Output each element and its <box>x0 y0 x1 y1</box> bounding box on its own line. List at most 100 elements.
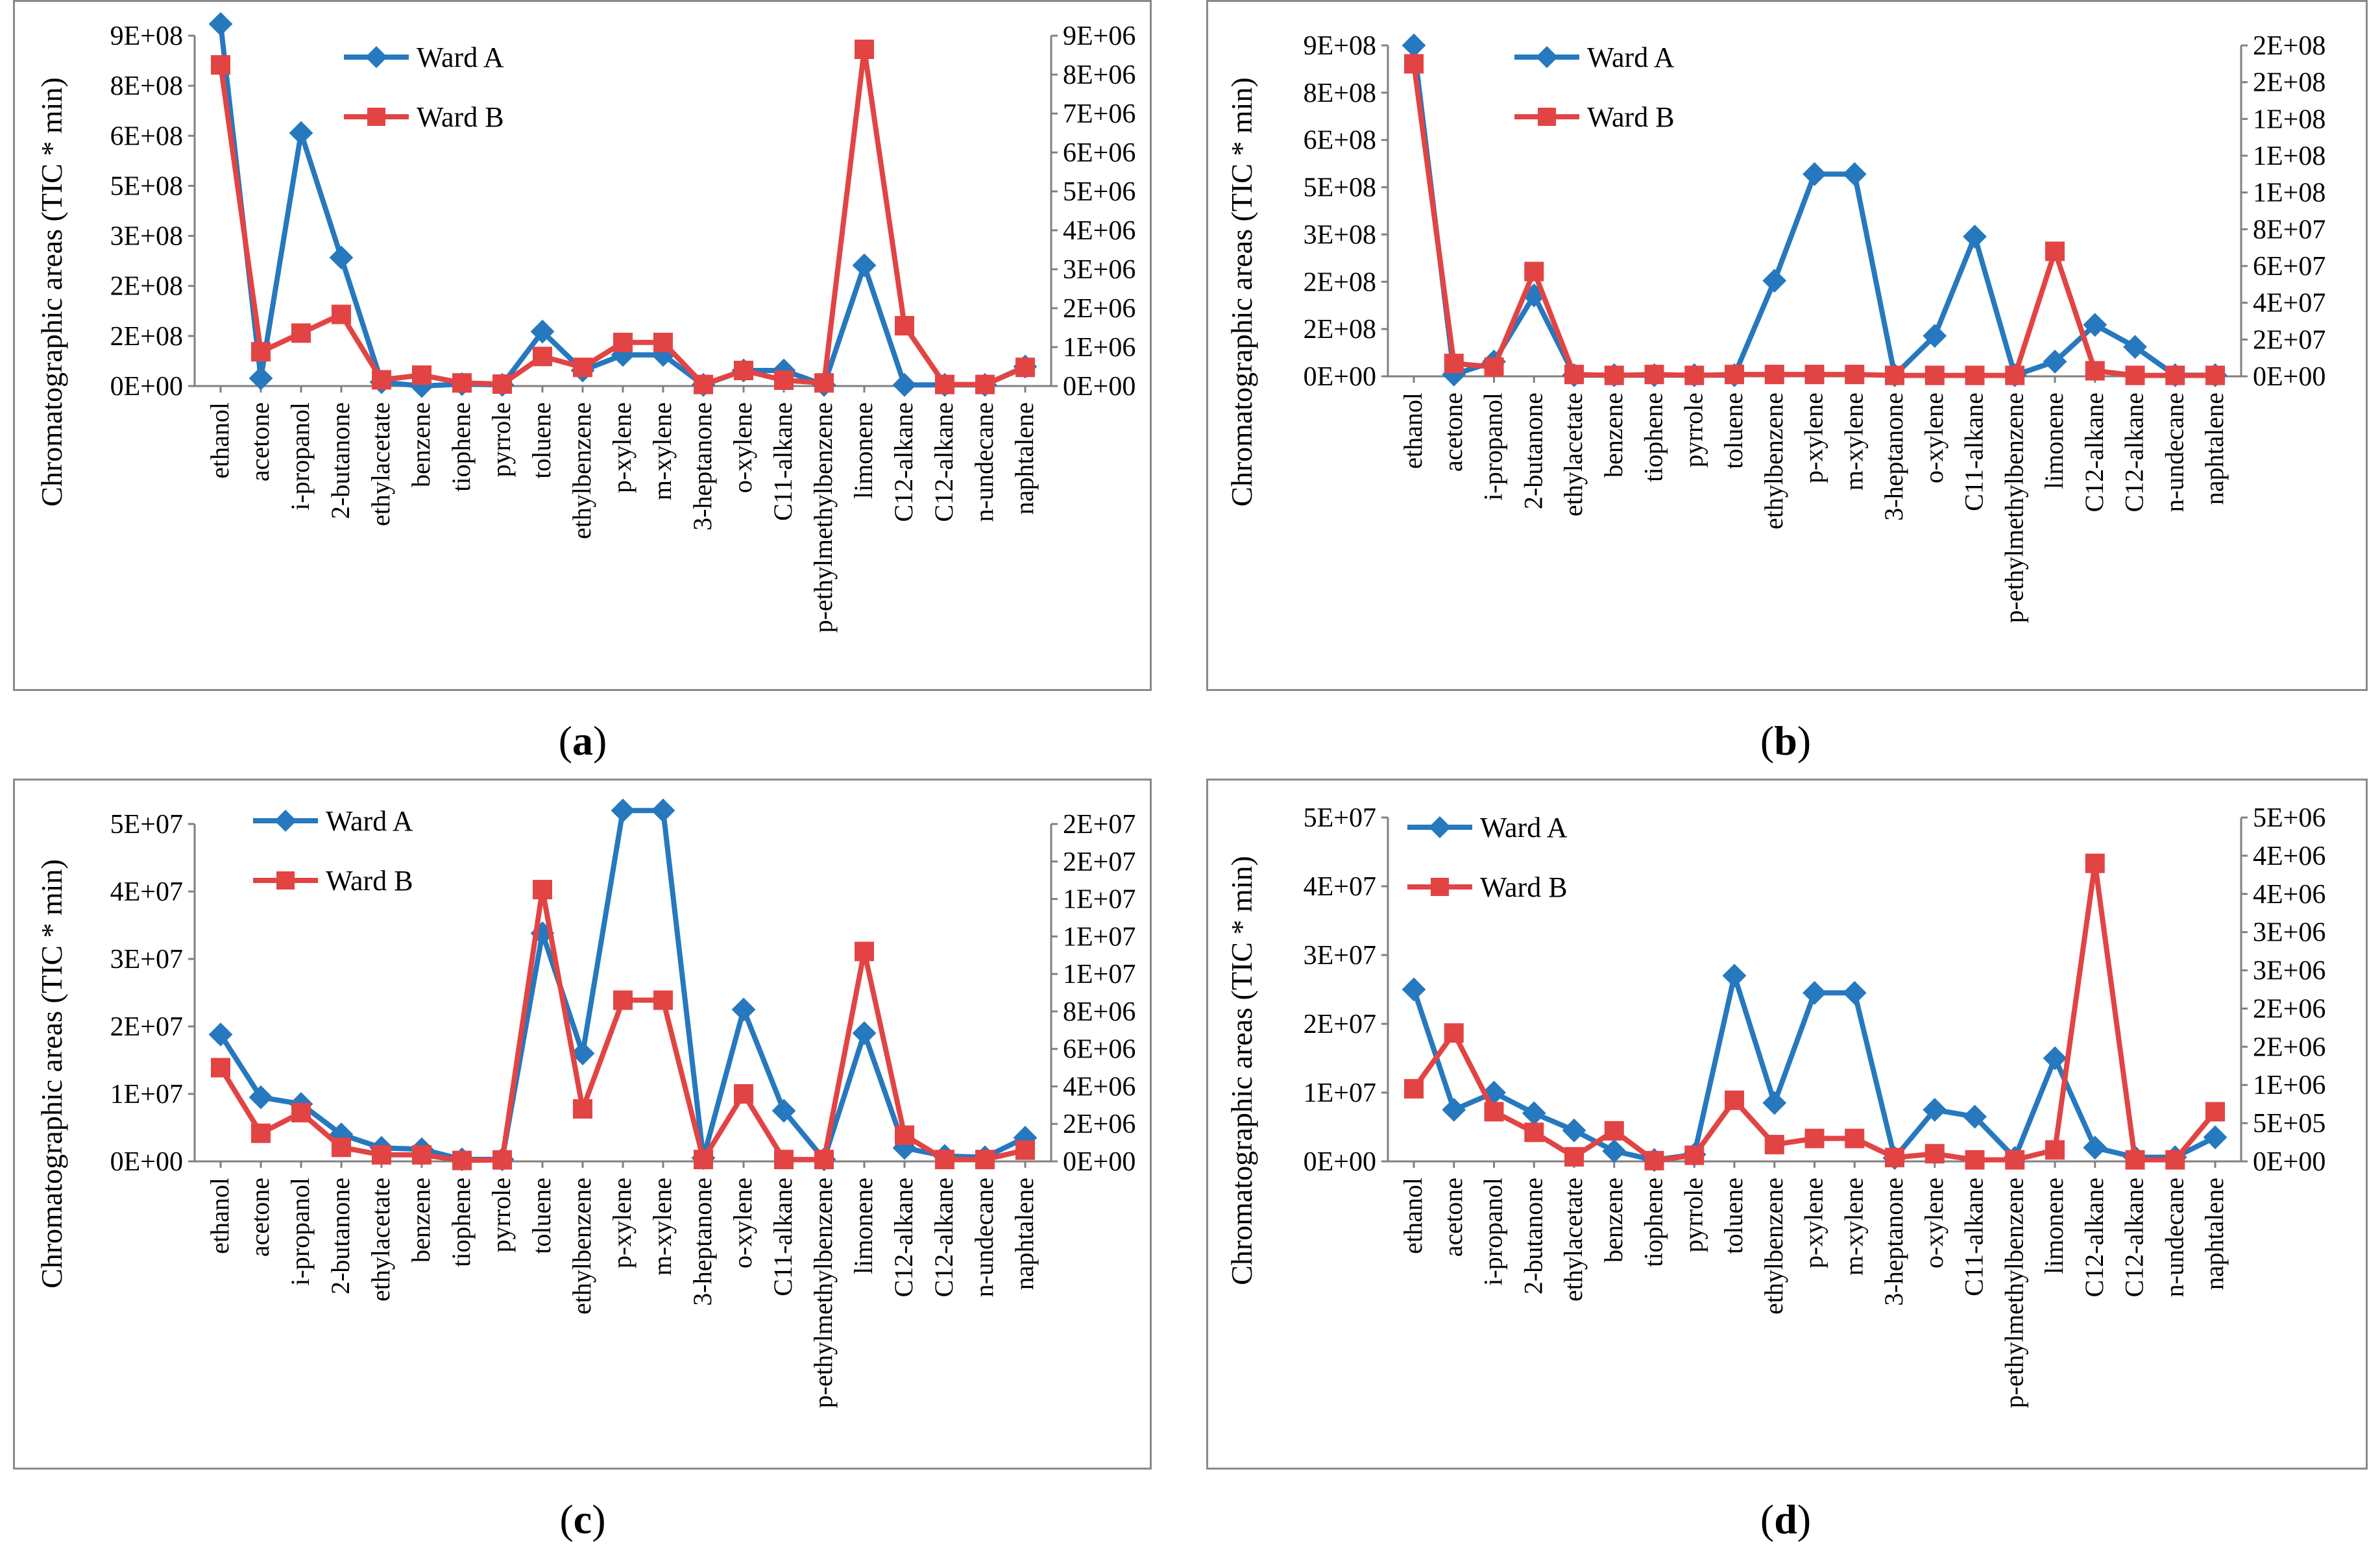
panel-d: 0E+00 1E+07 2E+07 3E+07 4E+07 5E+07 0E+00 5E+05… <box>1190 779 2380 1563</box>
category-label: n-undecane <box>2159 1178 2189 1297</box>
category-label: o-xylene <box>728 402 757 493</box>
left-tick-label: 2E+08 <box>110 272 183 302</box>
left-tick-label: 4E+07 <box>110 877 183 907</box>
legend-label: Ward B <box>326 865 413 897</box>
right-tick-label: 1E+07 <box>1063 885 1135 915</box>
legend-marker-ward-a <box>1536 46 1558 68</box>
category-label: 2-butanone <box>1518 393 1548 509</box>
left-tick-label: 3E+07 <box>1304 941 1376 971</box>
ward-a-point <box>2043 349 2067 374</box>
category-label: m-xylene <box>648 402 677 500</box>
category-label: ethylbenzene <box>1759 393 1788 529</box>
ward-b-point <box>1764 1135 1784 1155</box>
category-label: 3-heptanone <box>1879 393 1908 521</box>
ward-a-point <box>1762 269 1787 293</box>
left-tick-label: 8E+08 <box>1304 79 1376 108</box>
right-tick-label: 5E+06 <box>2253 803 2325 833</box>
ward-a-point <box>208 1023 233 1047</box>
ward-b-point <box>734 361 753 380</box>
ward-a-point <box>1842 162 1867 186</box>
chart-frame-b <box>1206 0 2368 691</box>
ward-a-point <box>611 798 635 823</box>
ward-b-point <box>2045 241 2065 261</box>
ward-a-point <box>208 12 233 36</box>
ward-b-point <box>855 40 874 59</box>
legend-label: Ward A <box>417 42 504 73</box>
ward-b-point <box>1015 1140 1035 1160</box>
ward-a-point <box>651 798 675 823</box>
right-tick-label: 8E+06 <box>1063 997 1135 1027</box>
ward-b-point <box>855 941 874 962</box>
ward-a-point <box>570 1041 595 1066</box>
right-tick-label: 0E+00 <box>1063 372 1135 402</box>
ward-b-point <box>492 1150 512 1170</box>
ward-b-point <box>814 1150 834 1170</box>
category-label: tiophene <box>1639 1178 1668 1267</box>
ward-b-point <box>533 346 552 367</box>
ward-b-point <box>613 332 633 352</box>
ward-b-point <box>2165 365 2185 385</box>
ward-b-point <box>1404 1079 1424 1099</box>
category-label: ethylbenzene <box>1759 1178 1788 1315</box>
left-tick-label: 4E+07 <box>1304 872 1376 902</box>
ward-b-point <box>734 1084 753 1104</box>
ward-b-point <box>2205 365 2225 385</box>
right-tick-label: 1E+07 <box>1063 922 1135 952</box>
category-label: C12-alkane <box>929 1178 958 1297</box>
ward-a-point <box>1923 324 1947 348</box>
ward-b-point <box>935 1150 954 1170</box>
category-label: acetone <box>1439 1178 1468 1257</box>
ward-b-point <box>2005 1150 2025 1170</box>
category-label: ethylacetate <box>366 1178 395 1302</box>
ward-b-point <box>1484 1102 1504 1122</box>
series-line-ward-a <box>218 808 1026 1162</box>
left-tick-label: 3E+07 <box>110 945 183 975</box>
ward-a-point <box>1602 1139 1627 1163</box>
left-tick-label: 5E+08 <box>110 171 183 201</box>
right-tick-label: 2E+08 <box>2253 68 2325 98</box>
ward-b-point <box>694 374 713 394</box>
left-tick-label: 6E+08 <box>110 121 183 151</box>
left-tick-label: 0E+00 <box>110 372 183 402</box>
right-tick-label: 2E+06 <box>1063 294 1135 324</box>
right-tick-label: 2E+07 <box>2253 325 2325 355</box>
category-label: p-ethylmethylbenzene <box>808 402 838 633</box>
category-label: C11-alkane <box>768 402 797 521</box>
category-label: ethanol <box>205 402 234 479</box>
right-tick-label: 0E+00 <box>1063 1147 1135 1177</box>
ward-b-point <box>291 323 311 343</box>
right-tick-label: 0E+00 <box>2253 1147 2325 1177</box>
ward-a-point <box>771 1098 796 1123</box>
legend-label: Ward A <box>1587 42 1675 73</box>
ward-a-point <box>1803 162 1827 186</box>
category-label: pyrrole <box>1679 393 1708 468</box>
panel-label-a: (a) <box>558 718 607 764</box>
category-label: pyrrole <box>1679 1178 1708 1253</box>
ward-a-point <box>731 997 756 1022</box>
ward-a-point <box>1762 1091 1787 1115</box>
ward-b-point <box>2125 1150 2145 1170</box>
category-label: naphtalene <box>1010 1178 1039 1290</box>
ward-a-point <box>2083 1135 2107 1160</box>
ward-b-point <box>1404 54 1424 74</box>
category-label: ethanol <box>1398 1178 1427 1254</box>
category-label: C11-alkane <box>1960 393 1989 511</box>
category-label: ethylbenzene <box>567 402 596 539</box>
ward-a-point <box>2083 313 2107 337</box>
category-label: m-xylene <box>1839 1178 1868 1276</box>
category-label: i-propanol <box>1479 1178 1508 1286</box>
left-tick-label: 5E+08 <box>1304 173 1376 203</box>
ward-b-point <box>1015 357 1035 378</box>
category-label: C12-alkane <box>2120 1178 2149 1297</box>
ward-b-point <box>573 357 592 378</box>
category-label: ethylbenzene <box>567 1178 596 1315</box>
legend-marker-ward-b <box>276 871 295 890</box>
left-tick-label: 1E+07 <box>1304 1078 1376 1108</box>
category-label: C12-alkane <box>929 402 958 522</box>
ward-a-point <box>1963 224 1987 249</box>
right-tick-label: 0E+00 <box>2253 362 2325 392</box>
right-tick-label: 2E+07 <box>1063 847 1135 877</box>
left-tick-label: 2E+07 <box>1304 1010 1376 1039</box>
ward-b-point <box>1684 365 1705 385</box>
category-label: ethanol <box>205 1178 234 1254</box>
